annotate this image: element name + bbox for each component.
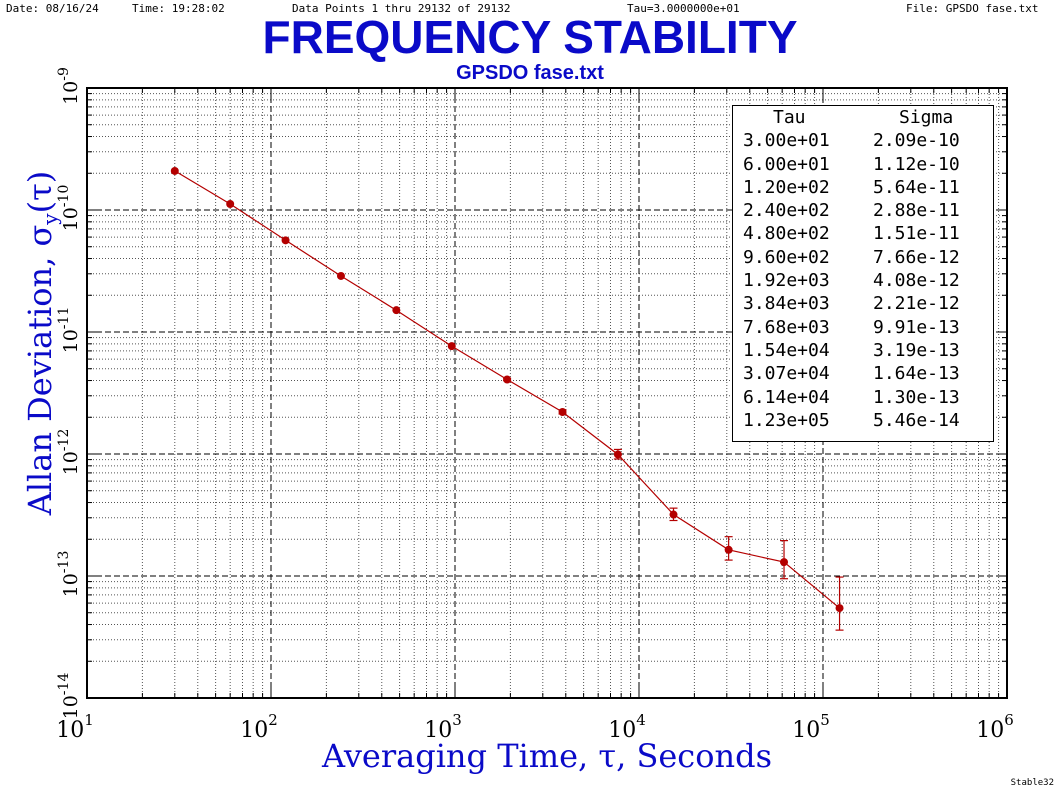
y-tick-label: 10-11 bbox=[56, 307, 82, 354]
x-tick-label: 101 bbox=[56, 711, 94, 743]
footer-label: Stable32 bbox=[1010, 778, 1054, 788]
table-cell-tau: 6.14e+04 bbox=[743, 386, 830, 408]
table-cell-tau: 1.92e+03 bbox=[743, 270, 830, 292]
table-row: 9.60e+02 7.66e-12 bbox=[733, 246, 993, 269]
header-tau: Tau=3.0000000e+01 bbox=[627, 2, 740, 15]
table-cell-tau: 3.84e+03 bbox=[743, 293, 830, 315]
data-point bbox=[392, 306, 401, 315]
table-row: 7.68e+03 9.91e-13 bbox=[733, 316, 993, 339]
table-header-sigma: Sigma bbox=[899, 107, 954, 128]
table-cell-sigma: 7.66e-12 bbox=[873, 246, 960, 268]
table-cell-tau: 3.00e+01 bbox=[743, 130, 830, 152]
table-row: 4.80e+02 1.51e-11 bbox=[733, 222, 993, 245]
x-tick-label: 103 bbox=[424, 711, 462, 743]
x-tick-label: 105 bbox=[792, 711, 830, 743]
data-point bbox=[226, 199, 235, 208]
header-date: Date: 08/16/24 bbox=[6, 2, 99, 15]
y-tick-label: 10-14 bbox=[56, 673, 82, 720]
table-cell-tau: 3.07e+04 bbox=[743, 363, 830, 385]
y-axis-label: Allan Deviation, σy(τ) bbox=[21, 33, 68, 653]
table-cell-sigma: 1.64e-13 bbox=[873, 363, 960, 385]
y-tick-label: 10-10 bbox=[56, 185, 82, 232]
table-header-tau: Tau bbox=[773, 107, 806, 128]
table-cell-sigma: 4.08e-12 bbox=[873, 270, 960, 292]
header-time: Time: 19:28:02 bbox=[132, 2, 225, 15]
table-cell-tau: 6.00e+01 bbox=[743, 153, 830, 175]
data-table: Tau Sigma 3.00e+01 2.09e-10 6.00e+01 1.12e-… bbox=[732, 105, 994, 442]
table-row: 3.84e+03 2.21e-12 bbox=[733, 292, 993, 315]
table-cell-sigma: 5.46e-14 bbox=[873, 409, 960, 431]
header-file: File: GPSDO fase.txt bbox=[906, 2, 1039, 15]
table-cell-sigma: 1.51e-11 bbox=[873, 223, 960, 245]
table-cell-tau: 9.60e+02 bbox=[743, 246, 830, 268]
chart-title: FREQUENCY STABILITY bbox=[262, 11, 798, 63]
table-row: 3.00e+01 2.09e-10 bbox=[733, 129, 993, 152]
table-row: 6.14e+04 1.30e-13 bbox=[733, 386, 993, 409]
data-point bbox=[503, 375, 512, 384]
table-header-row: Tau Sigma bbox=[733, 106, 993, 129]
table-row: 1.54e+04 3.19e-13 bbox=[733, 339, 993, 362]
table-cell-tau: 4.80e+02 bbox=[743, 223, 830, 245]
table-cell-sigma: 2.88e-11 bbox=[873, 200, 960, 222]
y-label-end: (τ) bbox=[21, 170, 59, 214]
x-tick-label: 104 bbox=[608, 711, 646, 743]
data-point bbox=[780, 558, 789, 567]
x-tick-label: 102 bbox=[240, 711, 278, 743]
data-point bbox=[447, 342, 456, 351]
table-row: 2.40e+02 2.88e-11 bbox=[733, 199, 993, 222]
data-point bbox=[724, 545, 733, 554]
table-cell-tau: 7.68e+03 bbox=[743, 316, 830, 338]
table-cell-tau: 1.23e+05 bbox=[743, 409, 830, 431]
table-cell-sigma: 5.64e-11 bbox=[873, 176, 960, 198]
y-tick-label: 10-9 bbox=[56, 67, 82, 105]
data-point bbox=[835, 604, 844, 613]
table-cell-sigma: 2.21e-12 bbox=[873, 293, 960, 315]
table-row: 1.20e+02 5.64e-11 bbox=[733, 176, 993, 199]
x-tick-label: 106 bbox=[976, 711, 1014, 743]
table-row: 6.00e+01 1.12e-10 bbox=[733, 153, 993, 176]
table-cell-sigma: 1.12e-10 bbox=[873, 153, 960, 175]
y-label-sub: y bbox=[38, 213, 62, 225]
y-tick-label: 10-12 bbox=[56, 429, 82, 476]
data-point bbox=[170, 166, 179, 175]
table-cell-tau: 2.40e+02 bbox=[743, 200, 830, 222]
data-point bbox=[336, 271, 345, 280]
data-point bbox=[669, 510, 678, 519]
header-data-points: Data Points 1 thru 29132 of 29132 bbox=[292, 2, 511, 15]
table-cell-sigma: 9.91e-13 bbox=[873, 316, 960, 338]
table-cell-tau: 1.20e+02 bbox=[743, 176, 830, 198]
data-point bbox=[558, 407, 567, 416]
data-point bbox=[613, 450, 622, 459]
table-cell-sigma: 3.19e-13 bbox=[873, 339, 960, 361]
table-row: 1.92e+03 4.08e-12 bbox=[733, 269, 993, 292]
table-cell-tau: 1.54e+04 bbox=[743, 339, 830, 361]
data-point bbox=[281, 236, 290, 245]
y-tick-label: 10-13 bbox=[56, 551, 82, 598]
table-cell-sigma: 1.30e-13 bbox=[873, 386, 960, 408]
table-row: 1.23e+05 5.46e-14 bbox=[733, 409, 993, 432]
table-row: 3.07e+04 1.64e-13 bbox=[733, 362, 993, 385]
table-cell-sigma: 2.09e-10 bbox=[873, 130, 960, 152]
plot-frame bbox=[86, 87, 1008, 699]
x-axis-label: Averaging Time, τ, Seconds bbox=[322, 737, 772, 775]
chart-subtitle: GPSDO fase.txt bbox=[456, 62, 604, 84]
y-label-main: Allan Deviation, σ bbox=[21, 224, 59, 516]
